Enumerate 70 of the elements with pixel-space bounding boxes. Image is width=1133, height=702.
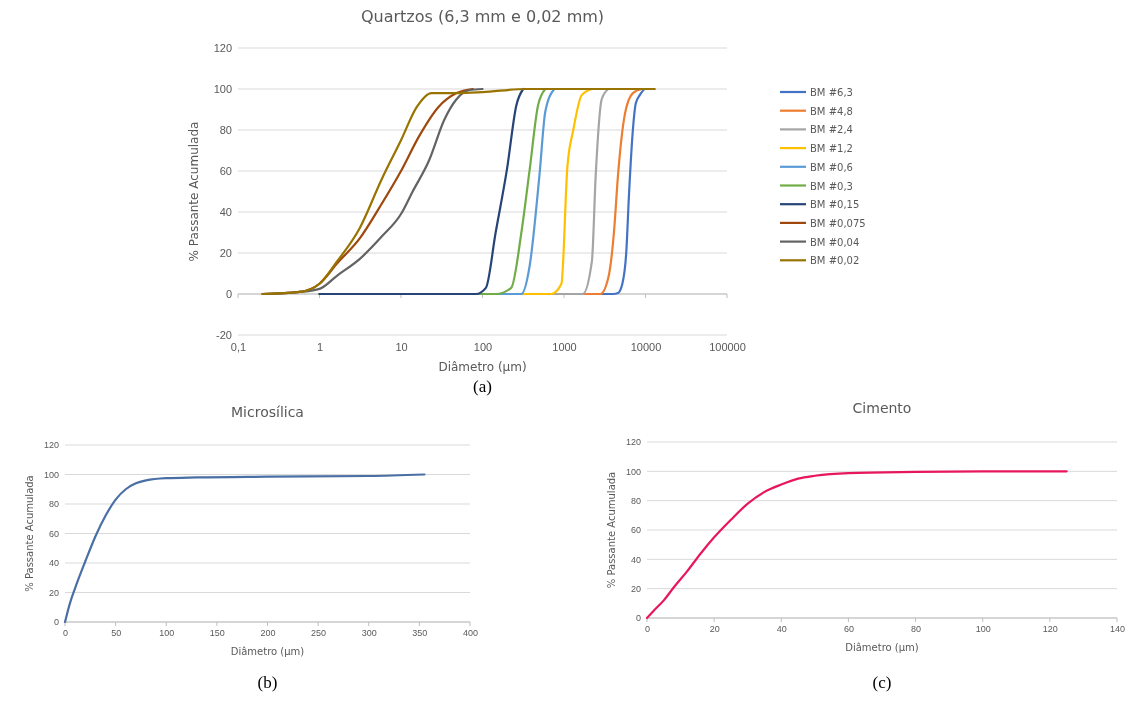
x-tick-label: 0 [644, 624, 651, 635]
x-tick-label: 10000 [630, 340, 662, 353]
y-tick-label: 80 [48, 499, 59, 510]
legend-label: BM #0,075 [810, 217, 866, 229]
y-tick-label: 100 [43, 469, 59, 480]
y-tick-label: 40 [219, 206, 232, 219]
legend-label: BM #2,4 [810, 124, 853, 136]
y-tick-label: 40 [48, 558, 59, 569]
x-axis-title: Diâmetro (µm) [438, 360, 527, 374]
x-tick-label: 120 [1042, 624, 1058, 635]
x-tick-label: 100 [159, 628, 175, 639]
y-tick-label: 100 [213, 83, 232, 96]
y-tick-label: 40 [630, 554, 641, 565]
x-tick-label: 100 [473, 340, 493, 353]
y-axis-title: % Passante Acumulada [187, 121, 201, 262]
legend-label: BM #0,04 [810, 236, 860, 248]
x-tick-label: 80 [911, 624, 922, 635]
y-tick-label: 100 [625, 466, 641, 477]
x-tick-label: 150 [209, 628, 225, 639]
x-tick-label: 20 [709, 624, 720, 635]
y-tick-label: 0 [53, 617, 59, 628]
y-tick-label: 60 [630, 525, 641, 536]
x-tick-label: 0 [62, 628, 69, 639]
x-tick-label: 200 [260, 628, 276, 639]
y-tick-label: 20 [219, 247, 232, 260]
x-tick-label: 0,1 [230, 340, 247, 353]
line-series [63, 473, 426, 624]
legend-label: BM #0,3 [810, 180, 853, 192]
y-tick-label: 0 [635, 613, 641, 624]
text: (c) [872, 673, 892, 692]
x-axis-title: Diâmetro (µm) [845, 642, 919, 653]
y-tick-label: -20 [216, 329, 232, 342]
y-tick-label: 60 [219, 165, 232, 178]
x-tick-label: 1 [316, 340, 324, 353]
legend-label: BM #6,3 [810, 87, 853, 98]
legend-label: BM #1,2 [810, 143, 853, 155]
x-tick-label: 60 [843, 624, 854, 635]
x-tick-label: 400 [462, 628, 479, 639]
chart-title: Cimento [852, 400, 912, 416]
x-tick-label: 40 [776, 624, 787, 635]
x-tick-label: 1000 [552, 340, 577, 353]
chart-title: Quartzos (6,3 mm e 0,02 mm) [360, 7, 605, 26]
x-tick-label: 350 [412, 628, 428, 639]
y-tick-label: 0 [225, 288, 232, 301]
text: (a) [473, 377, 492, 396]
y-tick-label: 120 [43, 440, 59, 451]
legend-label: BM #4,8 [810, 105, 853, 117]
y-tick-label: 120 [213, 42, 232, 55]
y-tick-label: 60 [48, 528, 59, 539]
line-series [645, 470, 1068, 620]
y-axis-title: % Passante Acumulada [606, 471, 617, 589]
legend-label: BM #0,15 [810, 199, 860, 211]
x-tick-label: 50 [111, 628, 122, 639]
x-tick-label: 100 [975, 624, 991, 635]
y-tick-label: 80 [219, 124, 232, 137]
x-tick-label: 250 [311, 628, 327, 639]
legend-label: BM #0,6 [810, 161, 853, 173]
x-axis-title: Diâmetro (µm) [230, 646, 305, 657]
legend-label: BM #0,02 [810, 255, 860, 267]
x-tick-label: 100000 [709, 340, 746, 353]
x-tick-label: 300 [361, 628, 377, 639]
x-tick-label: 140 [1109, 624, 1126, 635]
chart-title: Microsílica [231, 404, 304, 420]
y-tick-label: 120 [625, 437, 641, 448]
y-tick-label: 20 [48, 587, 59, 598]
y-tick-label: 80 [630, 496, 641, 507]
x-tick-label: 10 [395, 340, 408, 353]
y-axis-title: % Passante Acumulada [24, 475, 35, 592]
y-tick-label: 20 [630, 584, 641, 595]
text: (b) [257, 673, 278, 692]
